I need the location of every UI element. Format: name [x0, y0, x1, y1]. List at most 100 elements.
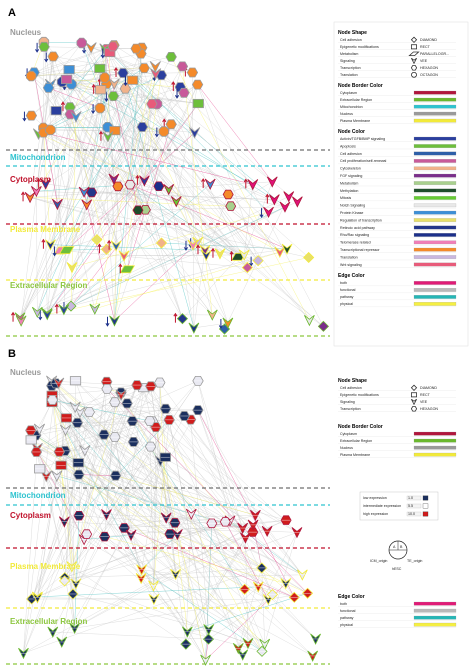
node-hexagon	[64, 109, 76, 120]
network-node	[148, 593, 160, 606]
network-node	[160, 512, 172, 524]
node-vee	[263, 206, 274, 219]
network-node	[69, 401, 81, 414]
node-diamond	[65, 300, 77, 312]
network-node	[307, 650, 319, 662]
up-arrow-icon	[91, 83, 96, 88]
network-edge	[60, 394, 122, 466]
node-vee	[109, 315, 120, 327]
network-edge	[258, 586, 295, 598]
network-node	[225, 201, 237, 211]
network-node	[71, 417, 84, 428]
network-edge	[70, 244, 194, 307]
network-edge	[113, 45, 133, 81]
node-hexagon	[124, 179, 136, 190]
network-edge	[244, 181, 273, 255]
legend-shape-icon	[411, 57, 417, 65]
down-arrow-icon	[62, 86, 67, 91]
network-node	[222, 189, 234, 200]
legend-color-swatch	[413, 601, 457, 606]
node-vee	[139, 175, 150, 187]
legend-item-label: pathway	[340, 295, 354, 299]
network-node	[288, 591, 300, 603]
network-node	[304, 314, 315, 327]
network-edge	[56, 110, 115, 180]
down-arrow-icon	[123, 82, 128, 87]
network-edge	[39, 419, 170, 469]
panel-letter: B	[8, 348, 16, 360]
down-arrow-icon	[105, 323, 110, 327]
legend-item-label: Rho/Rac signaling	[340, 233, 369, 237]
network-node	[46, 395, 59, 405]
network-edge	[43, 132, 253, 185]
node-hexagon	[146, 99, 158, 109]
network-edge	[71, 131, 164, 268]
up-arrow-icon	[118, 263, 123, 268]
node-rect	[410, 44, 417, 50]
network-node	[201, 178, 216, 190]
network-edge	[36, 191, 275, 200]
network-node	[50, 106, 62, 116]
network-edge	[48, 87, 101, 109]
network-node	[107, 41, 119, 52]
network-node	[131, 380, 143, 391]
network-edge	[193, 322, 228, 329]
legend-item-label: Plasma Membrane	[340, 453, 370, 457]
up-arrow-icon	[60, 101, 65, 105]
network-edge	[94, 66, 156, 309]
network-edge	[163, 131, 310, 321]
up-arrow-icon	[36, 177, 41, 182]
network-edge	[185, 513, 192, 645]
network-edge	[36, 89, 101, 192]
network-edge	[114, 83, 145, 181]
network-edge	[75, 116, 146, 210]
network-edge	[46, 476, 85, 540]
network-edge	[141, 574, 303, 579]
network-node	[109, 432, 121, 443]
network-edge	[43, 127, 207, 256]
node-vee	[149, 61, 161, 73]
network-edge	[115, 475, 308, 594]
glyph-label-hesc: hESC	[392, 567, 402, 571]
network-edge	[43, 42, 71, 115]
network-edge	[124, 513, 192, 529]
network-edge	[77, 421, 153, 423]
node-hexagon	[153, 181, 165, 192]
network-edge	[52, 399, 75, 629]
down-arrow-icon	[218, 325, 223, 329]
network-edge	[52, 395, 161, 462]
network-node	[191, 79, 204, 90]
network-node	[60, 413, 73, 423]
legend-item-label: Metabolism	[340, 181, 358, 185]
network-node	[91, 83, 107, 95]
legend-color-swatch	[413, 431, 457, 436]
network-node	[100, 47, 116, 59]
network-node	[67, 588, 79, 600]
network-edge	[71, 392, 122, 567]
network-node	[250, 509, 261, 522]
network-edge	[106, 48, 159, 187]
legend-color-swatch	[413, 173, 457, 178]
network-node	[310, 633, 321, 645]
legend-shape-name: HEXAGON	[420, 407, 438, 411]
network-node	[53, 377, 65, 390]
network-edge	[37, 387, 144, 598]
region-labels: Nucleus Mitochondrion Cytoplasm Plasma M…	[10, 368, 87, 626]
network-edge	[136, 384, 303, 575]
node-hexagon	[132, 205, 144, 215]
network-edge	[64, 521, 253, 533]
node-octagon	[158, 126, 170, 137]
network-edge	[62, 75, 162, 83]
network-node	[69, 376, 82, 386]
network-edge	[71, 460, 161, 567]
network-edge	[132, 421, 176, 523]
network-node	[112, 181, 124, 192]
network-edge	[72, 593, 209, 630]
legend-item-label: Retinoic acid pathway	[340, 226, 375, 230]
network-node	[136, 122, 148, 132]
node-vee	[291, 196, 303, 208]
network-edge	[106, 388, 167, 518]
node-layer	[18, 375, 321, 666]
legend-color-swatch	[413, 622, 457, 627]
legend-item-label: Mitosis	[340, 196, 351, 200]
